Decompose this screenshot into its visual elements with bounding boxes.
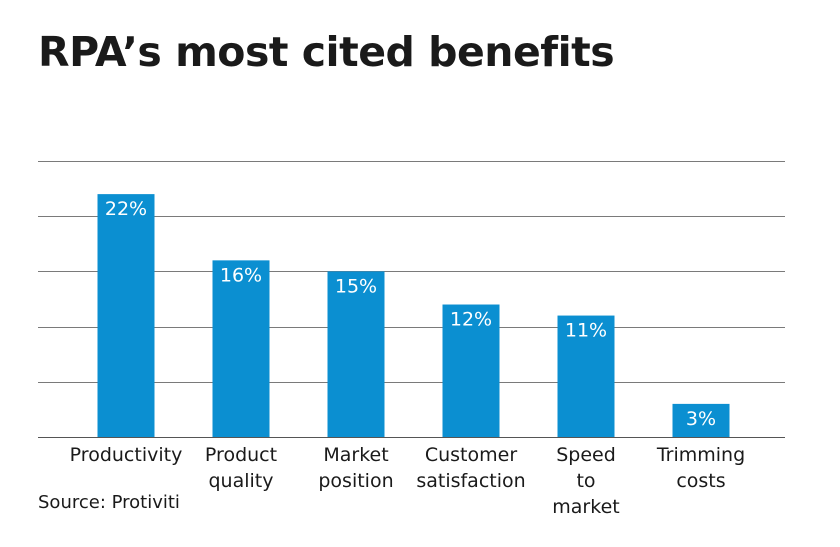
category-labels: Productivity Product quality Market position…: [70, 444, 745, 518]
category-label-5: Trimming costs: [656, 444, 745, 492]
bar-4: [557, 315, 615, 437]
bar-1: [212, 260, 270, 437]
category-label-4: Speed to market: [552, 444, 619, 518]
data-label-4: 11%: [565, 320, 607, 342]
data-label-3: 12%: [450, 309, 492, 331]
data-label-1: 16%: [220, 264, 262, 286]
source-note: Source: Protiviti: [38, 492, 180, 513]
gridlines: [38, 161, 785, 438]
category-label-1: Product quality: [205, 444, 277, 492]
category-label-3: Customer satisfaction: [416, 444, 525, 492]
data-label-5: 3%: [686, 408, 716, 430]
data-label-2: 15%: [335, 275, 377, 297]
bars: [97, 194, 730, 437]
data-label-0: 22%: [105, 198, 147, 220]
bar-0: [97, 194, 155, 437]
category-label-2: Market position: [318, 444, 393, 492]
bar-3: [442, 304, 500, 437]
bar-2: [327, 271, 385, 437]
category-label-0: Productivity: [70, 444, 183, 466]
chart-title: RPA’s most cited benefits: [38, 28, 615, 76]
data-labels: 22% 16% 15% 12% 11% 3%: [105, 198, 716, 430]
bar-5: [672, 403, 730, 437]
